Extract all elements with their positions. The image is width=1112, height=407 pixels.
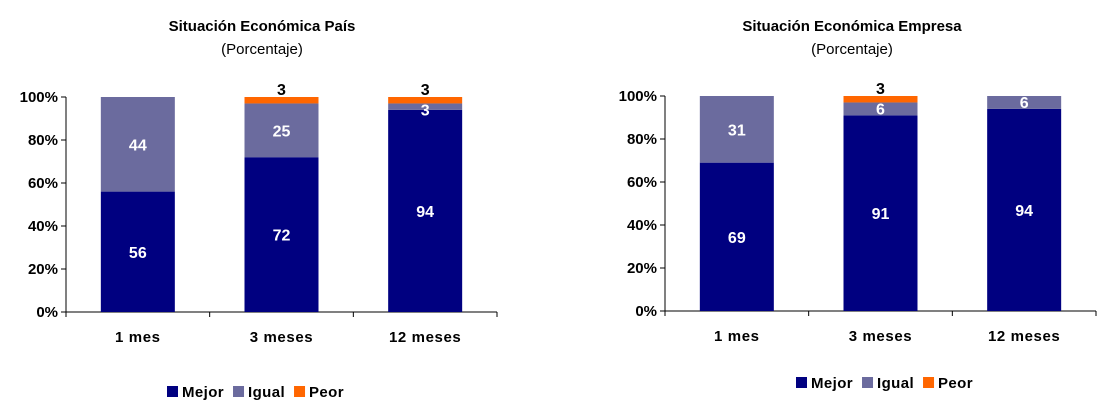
bar-segment-mejor [388,109,463,313]
chart-title: Situación Económica País [169,18,356,35]
legend-label: Peor [938,375,973,392]
x-tick-label: 12 meses [988,328,1060,345]
x-tick-label: 1 mes [115,329,161,346]
x-tick-label: 1 mes [714,328,760,345]
bar-segment-igual [388,103,463,110]
x-tick-label: 3 meses [849,328,912,345]
y-tick-label: 100% [619,88,657,105]
y-tick-label: 60% [28,175,58,192]
bar-segment-igual [100,97,175,192]
y-tick-label: 20% [28,261,58,278]
y-tick-label: 80% [627,131,657,148]
legend-label: Peor [309,384,344,401]
data-label: 3 [421,82,430,99]
y-tick-label: 20% [627,260,657,277]
bar-segment-igual [987,96,1062,109]
data-label: 3 [421,102,430,119]
y-tick-label: 0% [36,304,58,321]
data-label: 3 [876,81,885,98]
data-label: 44 [129,137,147,154]
y-tick-label: 40% [28,218,58,235]
bar-segment-peor [388,97,463,104]
bar-segment-peor [244,97,319,104]
legend-label: Igual [248,384,285,401]
bar-segment-mejor [244,157,319,312]
legend: Mejor Igual Peor [167,384,344,401]
data-label: 3 [277,82,286,99]
data-label: 72 [273,228,291,245]
legend-label: Igual [877,375,914,392]
legend-swatch-mejor [796,377,807,388]
data-label: 6 [876,101,885,118]
bar-segment-mejor [699,162,774,311]
legend-swatch-peor [923,377,935,388]
data-label: 91 [872,206,890,223]
legend-swatch-mejor [167,386,178,397]
bar-segment-igual [244,103,319,158]
data-label: 25 [273,123,291,140]
bar-segment-igual [843,102,918,116]
data-label: 56 [129,245,147,262]
data-label: 69 [728,230,746,247]
bar-segment-mejor [987,108,1062,312]
x-tick-label: 3 meses [250,329,313,346]
data-label: 6 [1020,95,1029,112]
legend-label: Mejor [182,384,224,401]
legend-swatch-igual [233,386,245,397]
bar-segment-peor [843,96,918,103]
plot-area: 0% 20% 40% 60% 80% 100% 56 44 1 mes 72 25 3 3 meses 9… [20,82,498,346]
chart-title: Situación Económica Empresa [742,18,962,35]
bar-segment-mejor [100,191,175,312]
bar-segment-igual [699,96,774,163]
data-label: 94 [1015,203,1033,220]
chart-subtitle: (Porcentaje) [811,41,893,58]
y-tick-label: 60% [627,174,657,191]
legend-label: Mejor [811,375,853,392]
y-tick-label: 40% [627,217,657,234]
x-tick-label: 12 meses [389,329,461,346]
y-tick-label: 80% [28,132,58,149]
chart-situacion-pais: Situación Económica País (Porcentaje) 0%… [20,18,498,401]
y-tick-label: 0% [635,303,657,320]
data-label: 94 [416,204,434,221]
legend-swatch-peor [294,386,306,397]
bar-segment-mejor [843,115,918,311]
chart-situacion-empresa: Situación Económica Empresa (Porcentaje)… [619,18,1097,392]
data-label: 31 [728,122,746,139]
chart-subtitle: (Porcentaje) [221,41,303,58]
y-tick-label: 100% [20,89,58,106]
plot-area: 0% 20% 40% 60% 80% 100% 69 31 1 mes 91 6 3 3 meses 94… [619,81,1097,345]
legend-swatch-igual [862,377,874,388]
legend: Mejor Igual Peor [796,375,973,392]
